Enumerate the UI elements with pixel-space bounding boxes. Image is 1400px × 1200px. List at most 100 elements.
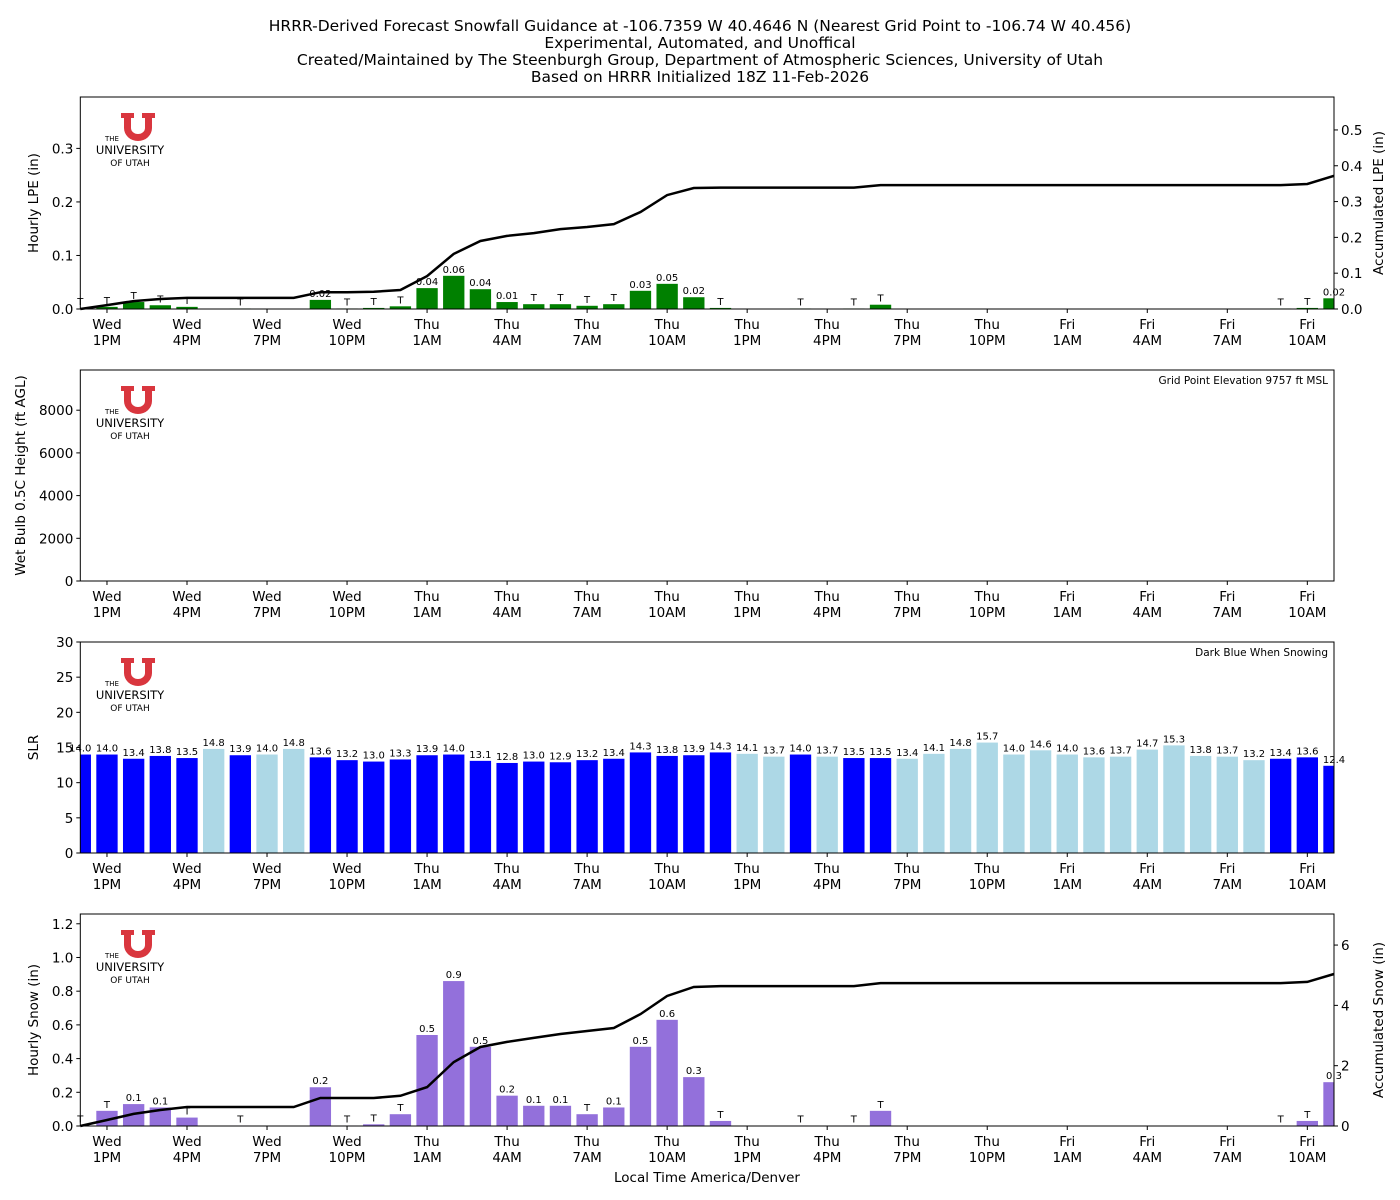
x-tick-label: Thu 7PM [893, 861, 921, 893]
y-tick-label: 1.0 [52, 950, 73, 966]
bar [1296, 1120, 1318, 1126]
bar [576, 1114, 598, 1126]
bar [603, 304, 625, 309]
y-tick-label: 4000 [39, 489, 73, 505]
bar [309, 1087, 332, 1126]
value-label: 13.4 [1270, 748, 1292, 759]
x-tick-label: Thu 7AM [572, 589, 601, 621]
x-tick-label: Thu 4AM [492, 1134, 521, 1166]
value-label: 12.8 [496, 752, 518, 763]
value-label: T [396, 295, 404, 306]
x-tick-label: Wed 10PM [329, 1134, 366, 1166]
bar [629, 752, 652, 853]
bar [1056, 754, 1078, 853]
bar [1003, 754, 1025, 853]
y-tick-label: 0.2 [52, 1085, 73, 1101]
x-tick-label: Thu 7PM [893, 1134, 921, 1166]
value-label: 0.2 [499, 1085, 515, 1096]
bar [1163, 745, 1185, 853]
y-tick-label: 0 [65, 846, 74, 862]
bar [469, 760, 492, 853]
value-label: 0.2 [312, 1076, 328, 1087]
value-label: 13.6 [1083, 746, 1105, 757]
x-tick-label: Fri 10AM [1288, 1134, 1326, 1166]
bar [869, 758, 892, 853]
value-label: 13.5 [843, 747, 865, 758]
x-tick-label: Thu 10AM [648, 317, 686, 349]
value-label: 14.0 [256, 744, 278, 755]
bar [309, 757, 332, 853]
bar [549, 304, 572, 309]
x-tick-label: Thu 7PM [893, 589, 921, 621]
value-label: 14.1 [923, 743, 945, 754]
value-label: T [850, 297, 858, 308]
value-label: 15.7 [976, 732, 998, 743]
logo-u [121, 658, 155, 686]
value-label: 13.8 [656, 745, 678, 756]
logo-text: THE [104, 952, 119, 960]
y-tick-label: 0.1 [52, 248, 73, 264]
logo-text: THE [104, 680, 119, 688]
value-label: 13.9 [416, 744, 438, 755]
value-label: 14.3 [709, 741, 731, 752]
value-label: T [556, 293, 564, 304]
bar [656, 283, 678, 309]
x-tick-label: Thu 1AM [412, 317, 441, 349]
bar [1323, 1082, 1334, 1126]
value-label: T [1303, 297, 1311, 308]
bar [709, 752, 732, 853]
x-tick-label: Thu 7PM [893, 317, 921, 349]
bar [549, 762, 572, 853]
x-tick-label: Thu 1PM [733, 589, 761, 621]
plot-frame [79, 913, 1335, 1127]
bar [122, 302, 145, 309]
x-tick-label: Wed 1PM [92, 589, 121, 621]
y-tick-label: 0.0 [52, 302, 73, 318]
bar [96, 306, 118, 309]
value-label: T [1277, 1114, 1285, 1125]
x-tick-label: Thu 1AM [412, 589, 441, 621]
bar [363, 761, 385, 853]
y-tick-label: 0.5 [1341, 123, 1362, 139]
bar [976, 742, 998, 853]
bar [80, 754, 91, 853]
x-tick-label: Fri 1AM [1053, 589, 1082, 621]
value-label: 0.05 [656, 273, 678, 284]
y-tick-label: 0 [1341, 1119, 1350, 1135]
bar [336, 760, 358, 853]
bar [469, 1046, 492, 1126]
bar [896, 758, 918, 853]
value-label: 13.2 [1243, 749, 1265, 760]
value-label: 14.0 [1056, 744, 1078, 755]
value-label: 0.02 [683, 286, 705, 297]
y-tick-label: 2 [1341, 1059, 1350, 1075]
bar [789, 754, 812, 853]
x-tick-label: Wed 4PM [172, 1134, 201, 1166]
y-tick-label: 0.2 [52, 195, 73, 211]
value-label: T [583, 1103, 591, 1114]
x-tick-label: Thu 10PM [969, 589, 1006, 621]
y-tick-label: 0.0 [1341, 302, 1362, 318]
bar [443, 981, 465, 1126]
value-label: 0.06 [443, 265, 465, 276]
x-tick-label: Thu 4PM [813, 317, 841, 349]
title-line: Based on HRRR Initialized 18Z 11-Feb-202… [531, 68, 869, 86]
value-label: 0.02 [309, 289, 331, 300]
logo-text: THE [104, 408, 119, 416]
bar [96, 754, 118, 853]
bar [256, 754, 278, 853]
x-tick-label: Fri 4AM [1133, 589, 1162, 621]
x-tick-label: Fri 10AM [1288, 861, 1326, 893]
value-label: 14.0 [1003, 744, 1025, 755]
y-axis-label: Hourly Snow (in) [26, 964, 42, 1076]
bar [576, 760, 598, 853]
bar [443, 275, 465, 309]
y-tick-label: 4 [1341, 998, 1350, 1014]
x-tick-label: Thu 10AM [648, 1134, 686, 1166]
x-tick-label: Thu 10PM [969, 1134, 1006, 1166]
bar [203, 748, 225, 853]
x-tick-label: Fri 4AM [1133, 1134, 1162, 1166]
value-label: 0.9 [446, 970, 462, 981]
bar [709, 307, 732, 309]
